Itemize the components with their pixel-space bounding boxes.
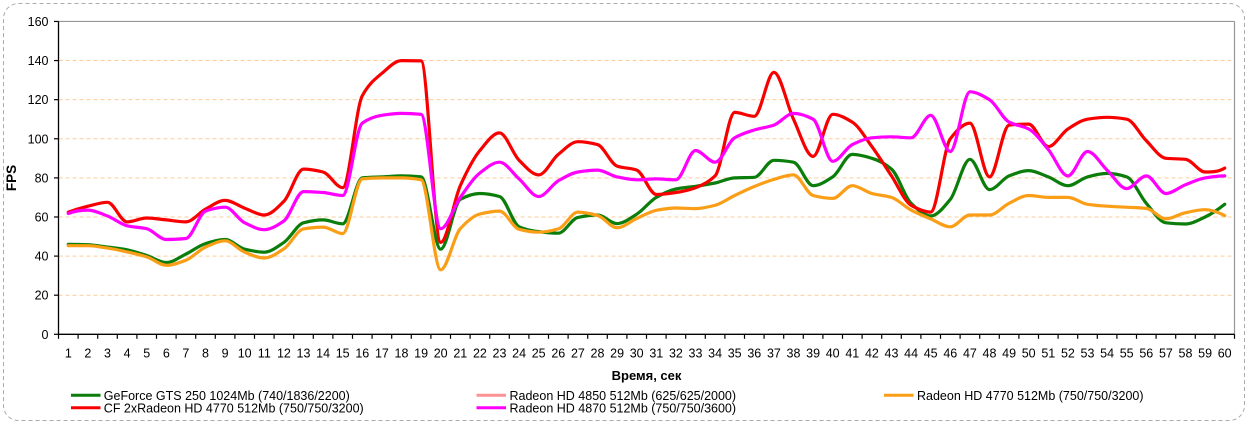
svg-text:120: 120 <box>28 93 49 107</box>
svg-text:20: 20 <box>434 347 448 361</box>
svg-text:55: 55 <box>1120 347 1134 361</box>
svg-text:20: 20 <box>35 289 49 303</box>
svg-text:52: 52 <box>1061 347 1075 361</box>
svg-text:40: 40 <box>826 347 840 361</box>
svg-text:33: 33 <box>689 347 703 361</box>
svg-text:12: 12 <box>277 347 291 361</box>
svg-text:50: 50 <box>1022 347 1036 361</box>
svg-text:8: 8 <box>202 347 209 361</box>
svg-text:45: 45 <box>924 347 938 361</box>
svg-text:32: 32 <box>669 347 683 361</box>
svg-text:80: 80 <box>35 171 49 185</box>
svg-text:21: 21 <box>453 347 467 361</box>
svg-text:14: 14 <box>316 347 330 361</box>
svg-text:49: 49 <box>1002 347 1016 361</box>
svg-text:Radeon HD 4850 512Mb (625/625/: Radeon HD 4850 512Mb (625/625/2000) <box>510 389 737 403</box>
svg-text:17: 17 <box>375 347 389 361</box>
svg-text:34: 34 <box>708 347 722 361</box>
svg-text:1: 1 <box>65 347 72 361</box>
svg-text:140: 140 <box>28 54 49 68</box>
svg-text:27: 27 <box>571 347 585 361</box>
svg-text:46: 46 <box>943 347 957 361</box>
svg-text:37: 37 <box>767 347 781 361</box>
svg-text:47: 47 <box>963 347 977 361</box>
svg-text:26: 26 <box>551 347 565 361</box>
svg-text:28: 28 <box>591 347 605 361</box>
svg-text:FPS: FPS <box>4 165 19 191</box>
svg-text:18: 18 <box>395 347 409 361</box>
svg-text:Radeon HD 4770 512Mb (750/750/: Radeon HD 4770 512Mb (750/750/3200) <box>917 389 1144 403</box>
svg-text:57: 57 <box>1159 347 1173 361</box>
svg-text:16: 16 <box>355 347 369 361</box>
svg-text:35: 35 <box>728 347 742 361</box>
svg-text:30: 30 <box>630 347 644 361</box>
svg-text:38: 38 <box>787 347 801 361</box>
svg-text:51: 51 <box>1041 347 1055 361</box>
svg-text:7: 7 <box>182 347 189 361</box>
svg-text:23: 23 <box>493 347 507 361</box>
svg-text:Время, сек: Время, сек <box>612 368 682 383</box>
svg-text:11: 11 <box>258 347 271 361</box>
svg-text:42: 42 <box>865 347 879 361</box>
svg-text:13: 13 <box>297 347 311 361</box>
svg-text:54: 54 <box>1100 347 1114 361</box>
svg-text:58: 58 <box>1179 347 1193 361</box>
svg-text:15: 15 <box>336 347 350 361</box>
svg-text:3: 3 <box>104 347 111 361</box>
svg-text:60: 60 <box>35 211 49 225</box>
svg-text:24: 24 <box>512 347 526 361</box>
svg-text:9: 9 <box>222 347 229 361</box>
svg-text:48: 48 <box>983 347 997 361</box>
svg-text:100: 100 <box>28 132 49 146</box>
svg-text:4: 4 <box>124 347 131 361</box>
svg-text:Radeon HD 4870 512Mb (750/750/: Radeon HD 4870 512Mb (750/750/3600) <box>510 401 737 415</box>
svg-text:59: 59 <box>1198 347 1212 361</box>
svg-text:41: 41 <box>845 347 859 361</box>
svg-text:36: 36 <box>747 347 761 361</box>
svg-text:60: 60 <box>1218 347 1232 361</box>
svg-text:29: 29 <box>610 347 624 361</box>
svg-text:5: 5 <box>143 347 150 361</box>
svg-text:39: 39 <box>806 347 820 361</box>
svg-text:GeForce GTS 250 1024Mb (740/18: GeForce GTS 250 1024Mb (740/1836/2200) <box>104 389 350 403</box>
svg-text:53: 53 <box>1081 347 1095 361</box>
svg-text:31: 31 <box>649 347 663 361</box>
svg-text:56: 56 <box>1139 347 1153 361</box>
svg-text:22: 22 <box>473 347 487 361</box>
svg-text:44: 44 <box>904 347 918 361</box>
svg-text:43: 43 <box>885 347 899 361</box>
svg-text:2: 2 <box>84 347 91 361</box>
svg-text:40: 40 <box>35 250 49 264</box>
svg-text:160: 160 <box>28 15 49 29</box>
svg-text:25: 25 <box>532 347 546 361</box>
svg-text:CF 2xRadeon HD 4770 512Mb (750: CF 2xRadeon HD 4770 512Mb (750/750/3200) <box>104 401 364 415</box>
svg-text:6: 6 <box>163 347 170 361</box>
svg-text:19: 19 <box>414 347 428 361</box>
svg-text:0: 0 <box>42 328 49 342</box>
svg-text:10: 10 <box>238 347 252 361</box>
